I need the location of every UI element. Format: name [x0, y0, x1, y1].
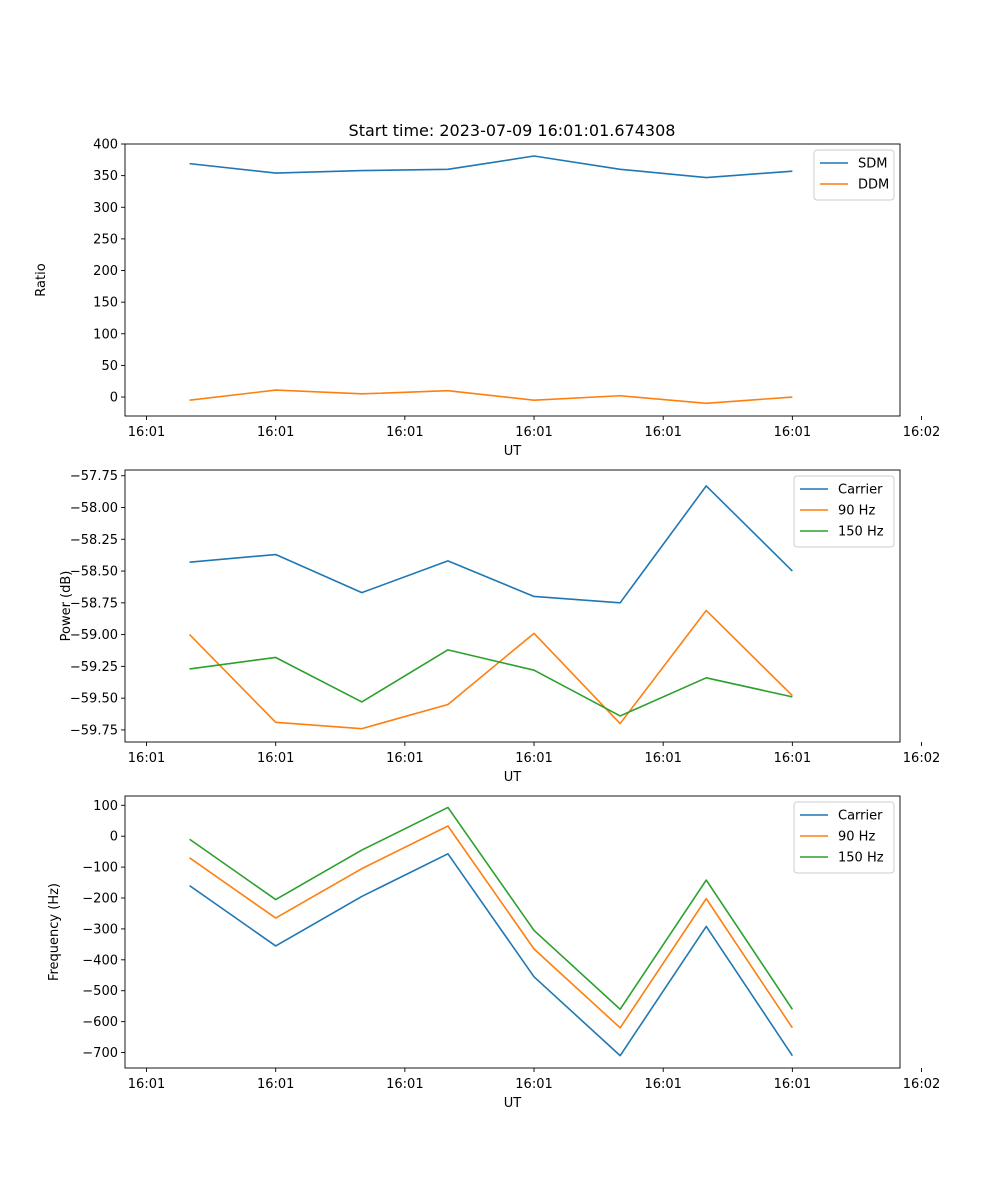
ratio-subplot: 16:01 16:01 16:01 16:01 16:01 16:01 16:02 0 50 10… [34, 138, 940, 460]
y-tick-label: −200 [82, 892, 118, 907]
x-tick-label: 16:01 [644, 425, 681, 440]
x-tick-label: 16:02 [903, 425, 940, 440]
x-tick-label: 16:01 [386, 1077, 423, 1092]
legend-label: 150 Hz [838, 851, 884, 866]
frequency-subplot: 16:01 16:01 16:01 16:01 16:01 16:01 16:02 −700 −… [47, 795, 940, 1111]
y-tick-label: −500 [82, 984, 118, 999]
x-tick-label: 16:01 [774, 425, 811, 440]
y-tick-label: −57.75 [70, 469, 118, 484]
y-tick-label: −400 [82, 953, 118, 968]
y-tick-label: −59.25 [70, 660, 118, 675]
x-tick-label: 16:01 [386, 751, 423, 766]
series-line-carrier [189, 852, 794, 1057]
x-axis-label: UT [504, 444, 522, 459]
legend-box [793, 475, 895, 548]
legend: Carrier 90 Hz 150 Hz [793, 801, 895, 874]
series-line-90-hz [189, 609, 793, 730]
y-tick-label: 50 [101, 359, 118, 374]
x-tick-label: 16:01 [386, 425, 423, 440]
legend-box [793, 801, 895, 874]
legend: SDM DDM [813, 149, 895, 201]
y-tick-label: −100 [82, 861, 118, 876]
x-tick-label: 16:02 [903, 751, 940, 766]
y-tick-label: 300 [93, 201, 118, 216]
y-tick-label: −300 [82, 922, 118, 937]
y-tick-label: −58.75 [70, 596, 118, 611]
figure-title: Start time: 2023-07-09 16:01:01.674308 [349, 121, 676, 140]
y-tick-label: −59.50 [70, 692, 118, 707]
x-tick-label: 16:01 [515, 1077, 552, 1092]
axes-frame [124, 143, 901, 417]
y-tick-label: 0 [110, 830, 118, 845]
x-axis-label: UT [504, 1096, 522, 1111]
x-tick-label: 16:01 [515, 425, 552, 440]
power-subplot: 16:01 16:01 16:01 16:01 16:01 16:01 16:02 −59.7… [59, 469, 940, 785]
x-axis-label: UT [504, 770, 522, 785]
y-tick-label: −600 [82, 1015, 118, 1030]
y-axis-label: Power (dB) [59, 571, 74, 642]
x-tick-label: 16:01 [257, 751, 294, 766]
y-tick-label: −59.75 [70, 723, 118, 738]
x-tick-label: 16:01 [644, 751, 681, 766]
series-line-90-hz [189, 825, 794, 1029]
x-tick-label: 16:01 [257, 1077, 294, 1092]
x-tick-label: 16:01 [257, 425, 294, 440]
axes-frame [124, 795, 901, 1069]
series-line-carrier [189, 485, 793, 604]
y-tick-label: 100 [93, 327, 118, 342]
y-tick-label: −58.25 [70, 533, 118, 548]
y-tick-label: −58.50 [70, 565, 118, 580]
x-tick-label: 16:01 [128, 1077, 165, 1092]
y-tick-label: 100 [93, 799, 118, 814]
legend-label: 90 Hz [838, 504, 875, 519]
y-tick-label: 350 [93, 169, 118, 184]
legend-label: Carrier [838, 483, 883, 498]
x-tick-label: 16:01 [644, 1077, 681, 1092]
y-tick-label: 400 [93, 138, 118, 153]
legend-label: 150 Hz [838, 525, 884, 540]
axes-frame [124, 469, 901, 743]
y-tick-label: −59.00 [70, 628, 118, 643]
x-tick-label: 16:01 [128, 425, 165, 440]
y-tick-label: 250 [93, 232, 118, 247]
y-tick-label: 150 [93, 296, 118, 311]
y-tick-label: 0 [110, 391, 118, 406]
legend-label: 90 Hz [838, 830, 875, 845]
x-tick-label: 16:02 [903, 1077, 940, 1092]
legend-label: Carrier [838, 809, 883, 824]
y-axis-label: Frequency (Hz) [47, 883, 62, 981]
y-axis-label: Ratio [34, 263, 49, 296]
x-tick-label: 16:01 [774, 751, 811, 766]
x-tick-label: 16:01 [515, 751, 552, 766]
legend: Carrier 90 Hz 150 Hz [793, 475, 895, 548]
series-line-150-hz [189, 649, 793, 717]
series-line-ddm [189, 389, 793, 405]
y-tick-label: −58.00 [70, 501, 118, 516]
series-line-sdm [189, 155, 793, 179]
x-tick-label: 16:01 [128, 751, 165, 766]
series-line-150-hz [189, 806, 794, 1011]
x-tick-label: 16:01 [774, 1077, 811, 1092]
legend-label: DDM [858, 178, 889, 193]
y-tick-label: −700 [82, 1046, 118, 1061]
legend-label: SDM [858, 157, 887, 172]
y-tick-label: 200 [93, 264, 118, 279]
